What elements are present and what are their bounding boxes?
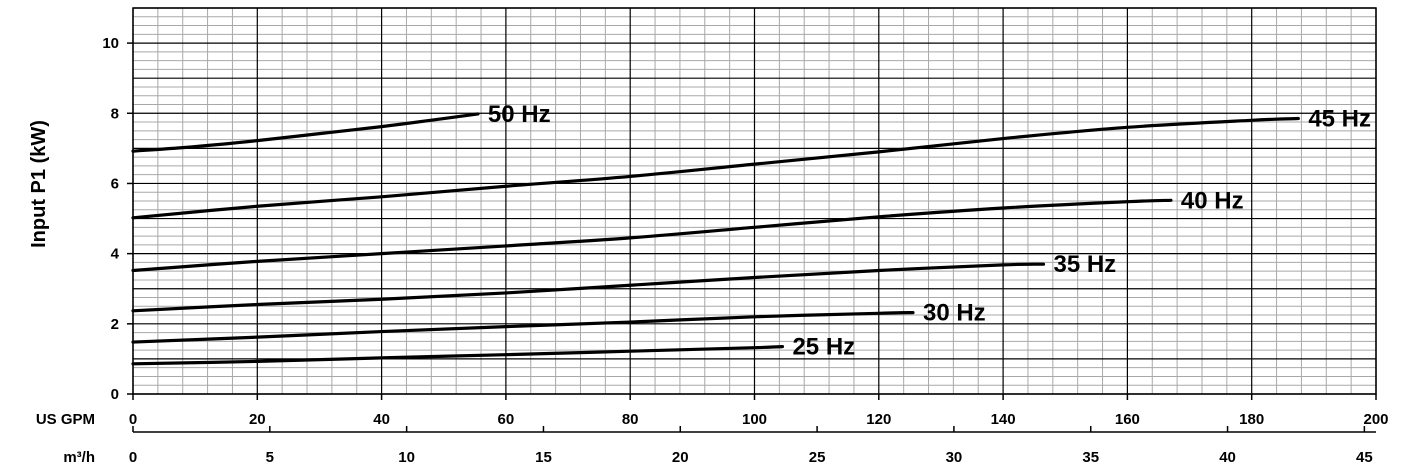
curves [131,112,1300,366]
y-tick-labels: 0 2 4 6 8 10 [102,35,119,403]
curve-50hz [131,112,480,153]
x-tick-label-gpm: 100 [742,411,767,428]
curve-30hz [131,310,915,344]
x-tick-labels-m3h: 0 5 10 15 20 25 30 35 40 45 [129,449,1373,466]
axes [127,7,1377,433]
x-tick-label-m3h: 10 [398,449,415,466]
x-tick-label-m3h: 30 [946,449,963,466]
curve-labels: 50 Hz 45 Hz 40 Hz 35 Hz 30 Hz 25 Hz [488,101,1371,361]
curve-label: 35 Hz [1053,251,1116,278]
x-tick-label-m3h: 35 [1082,449,1099,466]
curve-label: 50 Hz [488,101,551,128]
x-tick-label-gpm: 180 [1239,411,1264,428]
x-tick-label-m3h: 25 [809,449,826,466]
x-tick-label-gpm: 20 [249,411,266,428]
curve-label: 25 Hz [792,334,855,361]
y-tick-label: 8 [111,105,119,122]
x-tick-label-m3h: 15 [535,449,552,466]
y-tick-label: 10 [102,35,119,52]
curve-label: 45 Hz [1308,106,1371,133]
x-tick-label-m3h: 0 [129,449,137,466]
x-tick-labels-gpm: 0 20 40 60 80 100 120 140 160 180 200 [129,411,1389,428]
curve-label: 30 Hz [923,300,986,327]
x-tick-label-gpm: 40 [373,411,390,428]
x-unit-gpm: US GPM [36,411,95,428]
x-tick-label-m3h: 20 [672,449,689,466]
x-tick-label-m3h: 45 [1356,449,1373,466]
y-tick-label: 4 [111,246,120,263]
x-tick-label-gpm: 160 [1115,411,1140,428]
y-axis-label: Input P1 (kW) [28,120,50,248]
curve-25hz [131,345,785,366]
x-tick-label-gpm: 80 [622,411,639,428]
x-unit-m3h: m³/h [63,449,95,466]
x-tick-label-gpm: 140 [991,411,1016,428]
x-tick-label-m3h: 40 [1219,449,1236,466]
x-tick-label-m3h: 5 [266,449,274,466]
curve-45hz [131,116,1300,220]
curve-label: 40 Hz [1181,187,1244,214]
y-tick-label: 6 [111,175,119,192]
curve-35hz [131,262,1046,313]
x-tick-label-gpm: 0 [129,411,137,428]
y-tick-label: 0 [111,386,119,403]
x-tick-label-gpm: 60 [498,411,515,428]
y-tick-label: 2 [111,316,119,333]
x-tick-label-gpm: 200 [1363,411,1388,428]
curve-40hz [131,198,1173,273]
x-tick-label-gpm: 120 [866,411,891,428]
